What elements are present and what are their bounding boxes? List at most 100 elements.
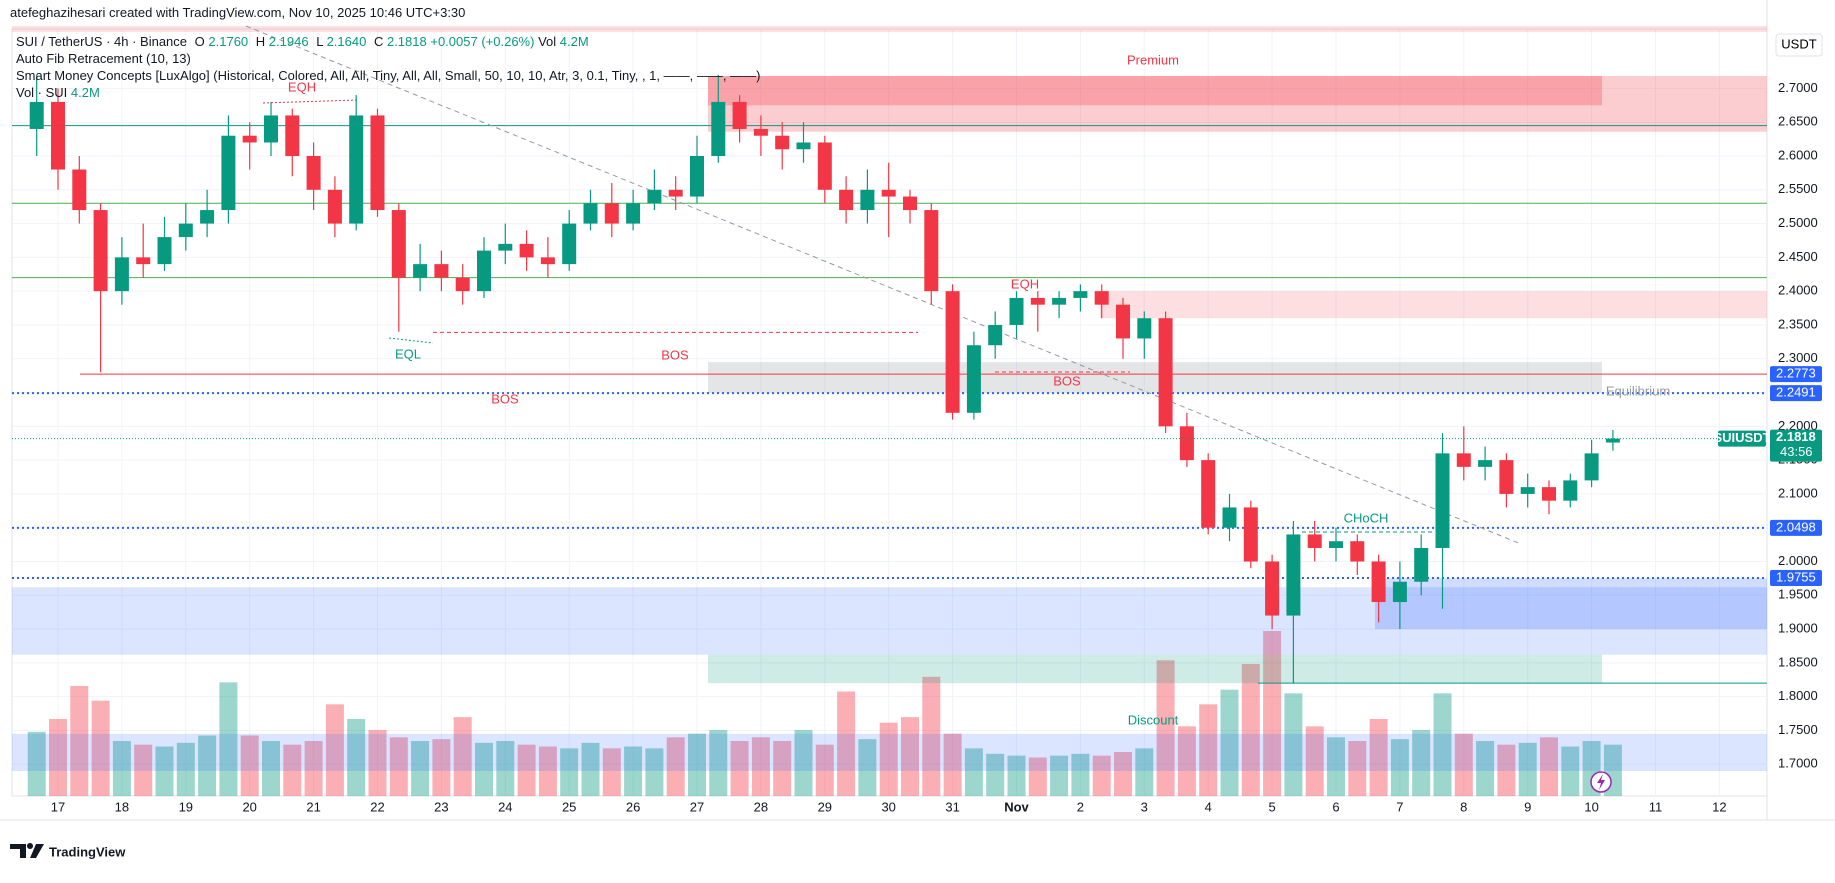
volume-bar [1135, 748, 1154, 796]
x-tick-label: 23 [434, 799, 448, 814]
volume-bar [1369, 719, 1388, 796]
x-tick-label: 11 [1649, 799, 1663, 814]
volume-bar [879, 722, 898, 796]
volume-bar [70, 686, 89, 796]
y-tick-label: 2.5500 [1778, 181, 1818, 196]
y-tick-label: 1.9500 [1778, 587, 1818, 602]
candle-body [349, 115, 364, 224]
volume-bar [538, 746, 557, 796]
indicator[interactable]: Smart Money Concepts [LuxAlgo] (Historic… [16, 68, 761, 83]
brand: TradingView [49, 844, 126, 859]
x-tick-label: 21 [306, 799, 320, 814]
candle-body [306, 155, 321, 190]
zone [12, 587, 1767, 655]
y-tick-label: 1.8000 [1778, 688, 1818, 703]
volume-bar [1263, 631, 1282, 796]
x-tick-label: 29 [818, 799, 832, 814]
candle-body [1222, 507, 1237, 528]
candle-body [327, 189, 342, 224]
candle-body [434, 264, 449, 278]
x-tick-label: 27 [690, 799, 704, 814]
candle-body [413, 264, 428, 278]
y-tick-label: 1.7000 [1778, 756, 1818, 771]
candle-body [604, 203, 619, 224]
y-tick-label: 2.0000 [1778, 553, 1818, 568]
x-tick-label: 28 [754, 799, 768, 814]
candle-body [945, 291, 960, 413]
candle-body [1137, 318, 1152, 339]
volume-bar [560, 748, 579, 796]
candle-body [498, 243, 513, 251]
countdown: 43:56 [1780, 444, 1813, 459]
annotation: BOS [1053, 373, 1081, 388]
change: +0.0057 (+0.26%) [430, 34, 535, 49]
x-tick-label: 2 [1077, 799, 1084, 814]
volume-bar [517, 744, 536, 796]
x-tick-label: 4 [1205, 799, 1212, 814]
candle-body [839, 189, 854, 211]
candle-body [519, 243, 534, 258]
candle-body [1499, 460, 1514, 494]
x-tick-label: 17 [51, 799, 65, 814]
x-tick-label: 19 [179, 799, 193, 814]
eqh-line [262, 99, 358, 104]
volume-bar [1199, 704, 1218, 796]
volume-bar [815, 744, 834, 796]
annotation: EQH [288, 79, 316, 94]
y-tick-label: 2.2000 [1778, 418, 1818, 433]
candle-body [903, 196, 917, 211]
candle-body [647, 189, 662, 204]
volume-bar [1114, 752, 1132, 796]
symbol[interactable]: SUI / TetherUS · 4h · Binance [16, 34, 188, 49]
volume-bar [176, 742, 195, 796]
candle-body [1520, 487, 1535, 494]
vol-value: 4.2M [559, 34, 589, 49]
y-tick-label: 2.5000 [1778, 215, 1818, 230]
candle-body [242, 135, 257, 143]
candle-body [775, 135, 790, 150]
annotation: Equilibrium [1606, 383, 1670, 398]
ohlc-value: 2.1760 [208, 34, 249, 49]
candle-body [860, 189, 875, 211]
candle-body [540, 257, 555, 265]
annotation: EQH [1011, 276, 1039, 291]
symbol-tag [1718, 430, 1766, 447]
volume-bar [1497, 744, 1516, 796]
candle-body [1371, 561, 1386, 603]
candle-body [988, 324, 1003, 346]
ohlc-value: 2.1946 [268, 34, 309, 49]
candle-body [711, 101, 726, 156]
candle-body [93, 210, 108, 292]
volume-bar [1220, 689, 1239, 796]
price-tag [1770, 570, 1822, 587]
legend-row: SUI / TetherUS · 4h · Binance O 2.1760 H… [16, 34, 589, 49]
candle-body [1329, 541, 1343, 548]
candle-body [1052, 297, 1067, 305]
candle-body [391, 210, 406, 278]
volume-bar [751, 737, 770, 796]
candle-body [72, 169, 87, 211]
candle-body [285, 115, 300, 156]
alert-button[interactable] [1590, 771, 1612, 793]
annotation: EQL [395, 346, 421, 361]
candle-body [1265, 561, 1280, 616]
volume-bar [1476, 741, 1495, 796]
volume-bar [1156, 660, 1175, 796]
price-tag [1770, 385, 1822, 402]
candle-body [1350, 541, 1365, 562]
volume-bar [688, 733, 706, 796]
volume-bar [666, 737, 685, 796]
y-tick-label: 2.1000 [1778, 485, 1818, 500]
volume-legend[interactable]: Vol · SUI 4.2M [16, 85, 100, 100]
volume-bar [432, 739, 451, 796]
zone [708, 654, 1602, 684]
indicator[interactable]: Auto Fib Retracement (10, 13) [16, 51, 191, 66]
candle-body [1094, 291, 1109, 305]
price-tag [1770, 366, 1822, 383]
volume-bar [773, 741, 792, 796]
alert-icon [1597, 774, 1605, 790]
volume-bar [964, 748, 983, 796]
candle-body [1456, 453, 1471, 467]
currency-box [1775, 33, 1823, 57]
